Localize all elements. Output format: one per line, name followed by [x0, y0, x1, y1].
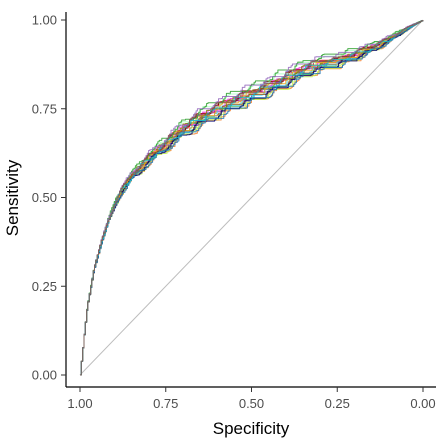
roc-curve-line [80, 20, 424, 376]
axes-layer [65, 12, 436, 388]
x-axis-title: Specificity [213, 419, 290, 438]
ticks-layer: 1.00 0.75 0.50 0.25 0.00 0.00 0.25 0.50 0.75 1.00 [32, 13, 436, 412]
y-axis-title: Sensitivity [3, 159, 22, 236]
x-tick-label: 0.00 [410, 396, 435, 411]
x-tick-label: 0.25 [325, 396, 350, 411]
roc-curve-line [80, 20, 424, 376]
y-tick-label: 0.50 [32, 190, 57, 205]
roc-curve-line [80, 20, 424, 376]
y-tick-label: 0.25 [32, 279, 57, 294]
x-tick-label: 0.50 [239, 396, 264, 411]
reference-diagonal-layer [79, 19, 424, 376]
y-tick-label: 0.75 [32, 101, 57, 116]
roc-curves-layer [80, 20, 424, 376]
y-tick-label: 0.00 [32, 368, 57, 383]
x-tick-label: 1.00 [67, 396, 92, 411]
reference-diagonal-line [79, 19, 424, 376]
x-tick-label: 0.75 [153, 396, 178, 411]
y-tick-label: 1.00 [32, 13, 57, 28]
